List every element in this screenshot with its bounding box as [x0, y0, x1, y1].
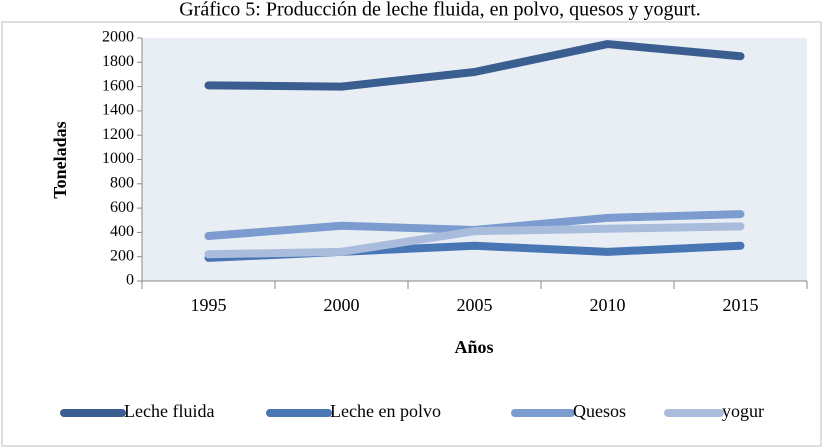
legend-label: Leche fluida — [124, 401, 214, 421]
plot-area — [142, 38, 807, 281]
legend-label: Quesos — [573, 401, 626, 421]
y-tick-label: 1800 — [102, 53, 134, 70]
legend-label: Leche en polvo — [330, 401, 441, 421]
x-tick-label: 1995 — [191, 295, 227, 315]
x-tick-label: 2015 — [723, 295, 759, 315]
y-tick-label: 600 — [110, 199, 134, 216]
x-tick-label: 2005 — [457, 295, 493, 315]
x-axis-label: Años — [454, 337, 493, 357]
chart-title: Gráfico 5: Producción de leche fluida, e… — [179, 0, 701, 21]
series-line — [204, 40, 745, 91]
y-axis-label: Toneladas — [50, 121, 70, 198]
y-tick-label: 1200 — [102, 126, 134, 143]
series-line — [204, 222, 745, 259]
chart-border — [1, 21, 822, 447]
y-tick-label: 0 — [126, 272, 134, 289]
y-tick-label: 800 — [110, 174, 134, 191]
legend-label: yogur — [722, 401, 764, 421]
y-tick-label: 2000 — [102, 29, 134, 46]
y-tick-label: 400 — [110, 223, 134, 240]
y-tick-label: 1000 — [102, 150, 134, 167]
y-tick-label: 1600 — [102, 77, 134, 94]
x-tick-label: 2010 — [590, 295, 626, 315]
x-tick-label: 2000 — [324, 295, 360, 315]
y-tick-label: 200 — [110, 247, 134, 264]
y-tick-label: 1400 — [102, 102, 134, 119]
